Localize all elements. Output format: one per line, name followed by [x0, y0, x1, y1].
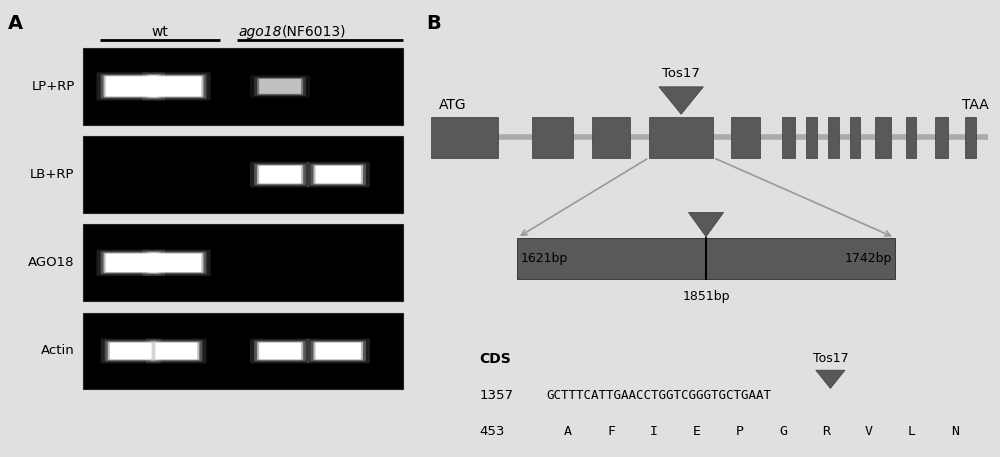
Bar: [83, 136, 403, 213]
Polygon shape: [816, 370, 845, 388]
Text: Tos17: Tos17: [813, 352, 848, 365]
Text: LP+RP: LP+RP: [31, 80, 75, 93]
FancyBboxPatch shape: [149, 253, 204, 273]
Polygon shape: [688, 213, 724, 237]
FancyBboxPatch shape: [257, 342, 303, 360]
Text: A: A: [564, 425, 572, 438]
Bar: [965, 117, 976, 158]
FancyBboxPatch shape: [254, 77, 306, 96]
FancyBboxPatch shape: [96, 72, 165, 101]
FancyBboxPatch shape: [313, 165, 363, 184]
FancyBboxPatch shape: [146, 339, 206, 363]
Text: GCTTTCATTGAACCTGGTCGGGTGCTGAAT: GCTTTCATTGAACCTGGTCGGGTGCTGAAT: [547, 389, 772, 402]
Text: L: L: [908, 425, 916, 438]
FancyBboxPatch shape: [313, 342, 363, 360]
FancyBboxPatch shape: [142, 250, 211, 276]
Bar: [782, 117, 795, 158]
Text: N: N: [951, 425, 959, 438]
Text: E: E: [693, 425, 701, 438]
Bar: [875, 117, 891, 158]
Bar: [431, 117, 498, 158]
FancyBboxPatch shape: [151, 76, 201, 96]
FancyBboxPatch shape: [311, 340, 366, 361]
Bar: [83, 48, 403, 125]
FancyBboxPatch shape: [104, 75, 158, 97]
FancyBboxPatch shape: [259, 79, 301, 94]
FancyBboxPatch shape: [316, 166, 361, 183]
FancyBboxPatch shape: [316, 343, 361, 359]
FancyBboxPatch shape: [155, 343, 197, 359]
FancyBboxPatch shape: [150, 340, 202, 361]
Text: 453: 453: [479, 425, 505, 438]
Polygon shape: [659, 87, 703, 114]
Text: ago18: ago18: [239, 25, 282, 39]
Text: B: B: [427, 14, 441, 33]
Text: wt: wt: [151, 25, 168, 39]
FancyBboxPatch shape: [106, 254, 156, 272]
FancyBboxPatch shape: [257, 78, 303, 95]
FancyBboxPatch shape: [146, 251, 206, 274]
Text: F: F: [607, 425, 615, 438]
FancyBboxPatch shape: [250, 162, 310, 187]
Bar: [532, 117, 573, 158]
Text: CDS: CDS: [479, 352, 511, 366]
Bar: [83, 224, 403, 301]
Text: TAA: TAA: [962, 98, 988, 112]
Bar: [517, 238, 895, 279]
Text: P: P: [736, 425, 744, 438]
Bar: [806, 117, 817, 158]
FancyBboxPatch shape: [106, 76, 156, 96]
FancyBboxPatch shape: [250, 75, 310, 98]
FancyBboxPatch shape: [101, 251, 161, 274]
Text: A: A: [8, 14, 23, 33]
Bar: [906, 117, 916, 158]
Text: AGO18: AGO18: [28, 256, 75, 269]
FancyBboxPatch shape: [146, 74, 206, 99]
Bar: [850, 117, 860, 158]
Bar: [83, 313, 403, 389]
FancyBboxPatch shape: [254, 340, 306, 361]
Text: 1357: 1357: [479, 389, 513, 402]
FancyBboxPatch shape: [142, 72, 211, 101]
FancyBboxPatch shape: [101, 74, 161, 99]
FancyBboxPatch shape: [259, 343, 301, 359]
Text: 1851bp: 1851bp: [682, 290, 730, 303]
Text: LB+RP: LB+RP: [30, 168, 75, 181]
FancyBboxPatch shape: [151, 254, 201, 272]
FancyBboxPatch shape: [259, 166, 301, 183]
Text: V: V: [865, 425, 873, 438]
FancyBboxPatch shape: [104, 253, 158, 273]
Bar: [935, 117, 948, 158]
FancyBboxPatch shape: [306, 162, 370, 187]
Text: (NF6013): (NF6013): [282, 25, 347, 39]
FancyBboxPatch shape: [153, 342, 199, 360]
FancyBboxPatch shape: [306, 339, 370, 363]
FancyBboxPatch shape: [101, 339, 161, 363]
FancyBboxPatch shape: [105, 340, 157, 361]
Bar: [731, 117, 760, 158]
FancyBboxPatch shape: [108, 342, 154, 360]
Text: 1621bp: 1621bp: [520, 252, 568, 265]
Text: G: G: [779, 425, 787, 438]
Text: Actin: Actin: [41, 345, 75, 357]
Bar: [592, 117, 630, 158]
FancyBboxPatch shape: [250, 339, 310, 363]
FancyBboxPatch shape: [110, 343, 152, 359]
Text: I: I: [650, 425, 658, 438]
FancyBboxPatch shape: [149, 75, 204, 97]
Text: R: R: [822, 425, 830, 438]
Bar: [649, 117, 713, 158]
Text: Tos17: Tos17: [662, 67, 700, 80]
Text: ATG: ATG: [438, 98, 466, 112]
Bar: [828, 117, 839, 158]
Text: 1742bp: 1742bp: [844, 252, 892, 265]
FancyBboxPatch shape: [96, 250, 165, 276]
FancyBboxPatch shape: [311, 164, 366, 186]
FancyBboxPatch shape: [254, 164, 306, 186]
FancyBboxPatch shape: [257, 165, 303, 184]
